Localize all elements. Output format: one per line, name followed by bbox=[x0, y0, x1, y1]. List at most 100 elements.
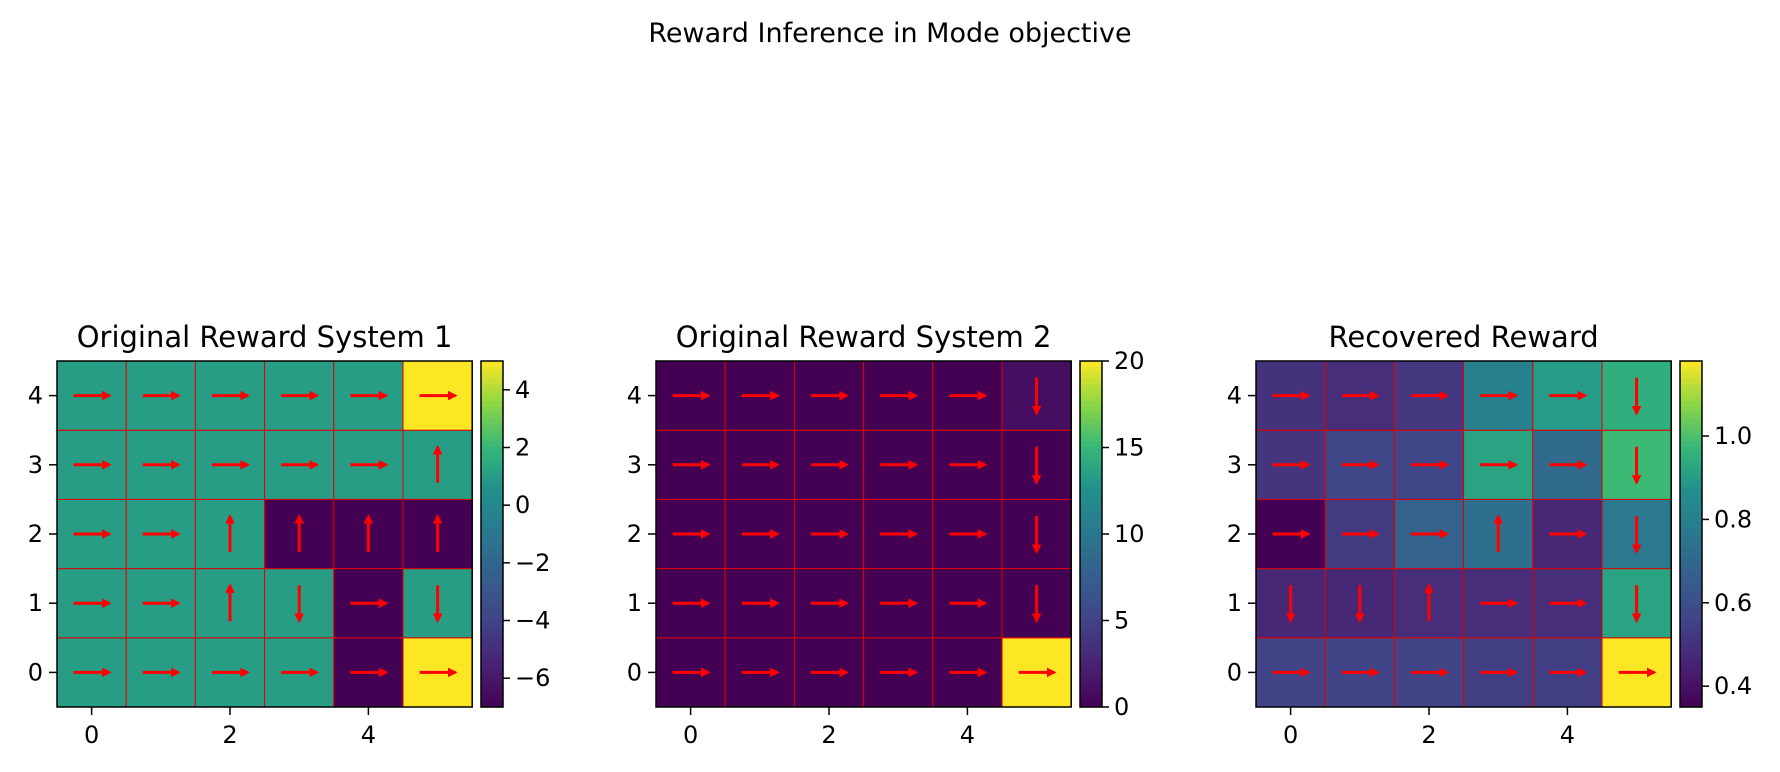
y-tick-label: 0 bbox=[28, 658, 43, 686]
colorbar-swatch bbox=[481, 441, 503, 449]
colorbar-swatch bbox=[1080, 534, 1102, 541]
colorbar-swatch bbox=[1080, 678, 1102, 685]
y-tick-label: 2 bbox=[1227, 520, 1242, 548]
colorbar-swatch bbox=[1080, 626, 1102, 633]
colorbar-swatch bbox=[1080, 499, 1102, 506]
colorbar-swatch bbox=[1680, 384, 1702, 391]
colorbar-swatch bbox=[481, 482, 503, 489]
colorbar-swatch bbox=[1080, 493, 1102, 500]
panel-title: Original Reward System 2 bbox=[676, 320, 1052, 354]
colorbar-swatch bbox=[1680, 372, 1702, 379]
colorbar-swatch bbox=[1080, 695, 1102, 702]
x-tick-label: 0 bbox=[84, 721, 99, 749]
x-tick-label: 4 bbox=[1560, 721, 1575, 749]
colorbar-tick-label: 0.6 bbox=[1714, 589, 1752, 617]
colorbar-swatch bbox=[1080, 401, 1102, 408]
colorbar-tick-label: −4 bbox=[515, 607, 550, 635]
colorbar-swatch bbox=[1680, 637, 1702, 645]
colorbar-tick-label: 0 bbox=[1114, 693, 1129, 721]
colorbar-swatch bbox=[481, 643, 503, 650]
colorbar-swatch bbox=[481, 510, 503, 518]
colorbar-tick-label: 15 bbox=[1114, 434, 1145, 462]
colorbar-swatch bbox=[1680, 522, 1702, 529]
colorbar-swatch bbox=[1080, 568, 1102, 575]
colorbar-swatch bbox=[1080, 516, 1102, 524]
colorbar-swatch bbox=[1080, 562, 1102, 570]
colorbar-swatch bbox=[1680, 487, 1702, 495]
colorbar-swatch bbox=[481, 655, 503, 662]
colorbar-swatch bbox=[1080, 447, 1102, 454]
colorbar-swatch bbox=[1680, 447, 1702, 454]
colorbar-swatch bbox=[481, 528, 503, 535]
colorbar-swatch bbox=[1080, 620, 1102, 627]
colorbar-swatch bbox=[1080, 476, 1102, 483]
y-tick-label: 1 bbox=[627, 589, 642, 617]
colorbar-tick-label: 0 bbox=[515, 491, 530, 519]
colorbar-swatch bbox=[1080, 632, 1102, 639]
colorbar-swatch bbox=[1080, 395, 1102, 402]
x-tick-label: 0 bbox=[1283, 721, 1298, 749]
colorbar-swatch bbox=[1680, 678, 1702, 685]
colorbar-swatch bbox=[1080, 366, 1102, 374]
colorbar-swatch bbox=[1680, 401, 1702, 408]
colorbar-swatch bbox=[1080, 689, 1102, 697]
colorbar-swatch bbox=[481, 637, 503, 645]
colorbar-swatch bbox=[1080, 430, 1102, 437]
colorbar-swatch bbox=[1680, 534, 1702, 541]
colorbar-tick-label: −2 bbox=[515, 549, 550, 577]
colorbar-swatch bbox=[481, 608, 503, 616]
colorbar-swatch bbox=[481, 493, 503, 500]
colorbar-swatch bbox=[481, 568, 503, 575]
colorbar-swatch bbox=[1680, 683, 1702, 691]
heatmap-panel-2: Original Reward System 2 0 2 4 0 1 2 3 4 20 15 10 5 0 bbox=[627, 320, 1145, 749]
colorbar-swatch bbox=[1080, 378, 1102, 385]
colorbar-swatch bbox=[481, 459, 503, 466]
colorbar-swatch bbox=[481, 430, 503, 437]
colorbar-swatch bbox=[1080, 643, 1102, 650]
panel-title: Original Reward System 1 bbox=[77, 320, 453, 354]
heatmap-panel-3: Recovered Reward 0 2 4 0 1 2 3 4 1.0 0.8 0.6 0.4 bbox=[1227, 320, 1752, 749]
colorbar-swatch bbox=[1680, 557, 1702, 564]
colorbar-swatch bbox=[1080, 701, 1102, 708]
colorbar-swatch bbox=[1080, 551, 1102, 558]
colorbar-swatch bbox=[1080, 614, 1102, 622]
colorbar-swatch bbox=[481, 580, 503, 587]
colorbar-swatch bbox=[481, 470, 503, 477]
colorbar-swatch bbox=[1080, 672, 1102, 679]
colorbar-swatch bbox=[1680, 666, 1702, 673]
colorbar-swatch bbox=[1080, 591, 1102, 599]
colorbar-swatch bbox=[1680, 412, 1702, 420]
colorbar-swatch bbox=[1080, 407, 1102, 414]
y-tick-label: 2 bbox=[627, 520, 642, 548]
colorbar-tick-label: 2 bbox=[515, 434, 530, 462]
colorbar-swatch bbox=[1680, 545, 1702, 552]
colorbar-swatch bbox=[1080, 597, 1102, 604]
colorbar-swatch bbox=[1080, 557, 1102, 564]
colorbar-swatch bbox=[481, 539, 503, 547]
colorbar-tick-label: 0.8 bbox=[1714, 505, 1752, 533]
colorbar-swatch bbox=[481, 435, 503, 443]
cell-r1-c1 bbox=[125, 568, 196, 639]
colorbar-tick-label: 5 bbox=[1114, 607, 1129, 635]
colorbar-swatch bbox=[1680, 580, 1702, 587]
y-tick-label: 1 bbox=[28, 589, 43, 617]
colorbar-swatch bbox=[481, 678, 503, 685]
colorbar-swatch bbox=[481, 574, 503, 581]
colorbar-swatch bbox=[481, 487, 503, 495]
y-tick-label: 3 bbox=[1227, 451, 1242, 479]
x-tick-label: 4 bbox=[960, 721, 975, 749]
colorbar-swatch bbox=[1080, 655, 1102, 662]
x-tick-label: 2 bbox=[222, 721, 237, 749]
colorbar-swatch bbox=[481, 597, 503, 604]
colorbar-swatch bbox=[1680, 389, 1702, 397]
colorbar-tick-label: 20 bbox=[1114, 347, 1145, 375]
colorbar-swatch bbox=[1680, 361, 1702, 368]
colorbar-tick-label: −6 bbox=[515, 664, 550, 692]
y-tick-label: 0 bbox=[1227, 658, 1242, 686]
colorbar-swatch bbox=[1080, 470, 1102, 477]
heatmap-panel-1: Original Reward System 1 0 2 4 0 1 2 3 4 4 2 0 −2 −4 −… bbox=[28, 320, 551, 749]
colorbar-swatch bbox=[1680, 603, 1702, 610]
policy-arrows bbox=[73, 390, 458, 678]
colorbar-swatch bbox=[1680, 430, 1702, 437]
